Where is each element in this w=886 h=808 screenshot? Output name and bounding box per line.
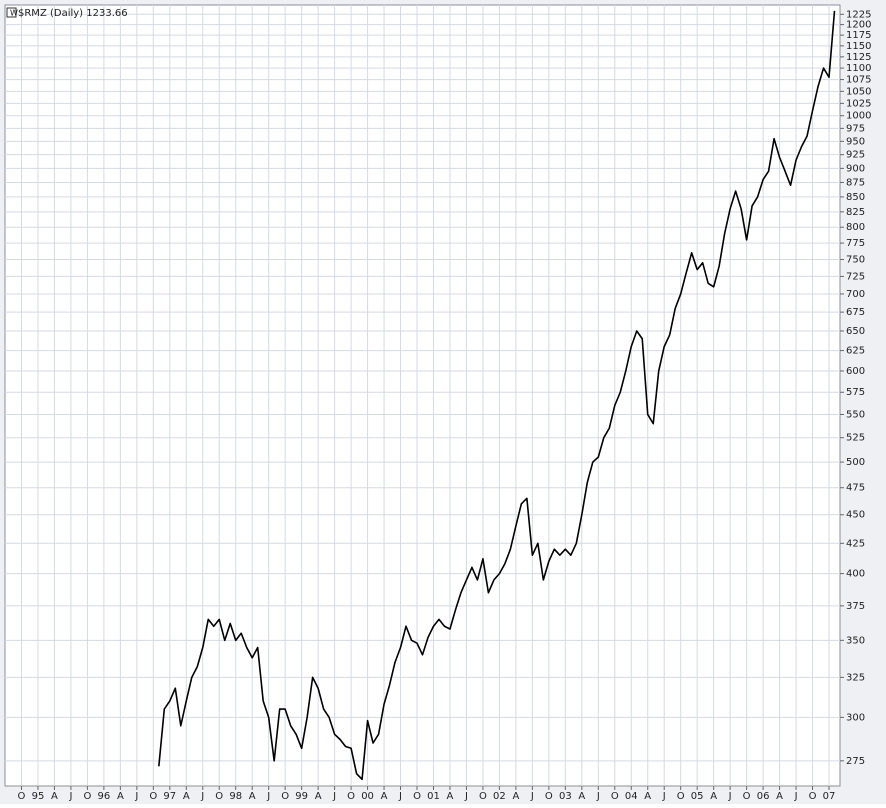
x-tick-label: 95 [32,791,45,802]
x-tick-label: O [215,791,223,802]
y-tick-label: 1175 [846,30,871,41]
y-tick-label: 575 [846,387,865,398]
y-tick-label: 525 [846,433,865,444]
grid [5,5,840,786]
y-tick-label: 1200 [846,20,871,31]
x-tick-label: 04 [625,791,638,802]
y-tick-label: 375 [846,601,865,612]
x-tick-label: 05 [691,791,704,802]
y-tick-label: 400 [846,569,865,580]
x-tick-label: A [249,791,256,802]
y-tick-label: 450 [846,510,865,521]
x-tick-label: J [332,791,336,802]
series [158,10,836,781]
x-tick-label: 06 [757,791,770,802]
x-tick-label: A [117,791,124,802]
y-tick-label: 1075 [846,75,871,86]
x-tick-label: 96 [98,791,111,802]
y-tick-label: 325 [846,672,865,683]
x-tick-label: J [728,791,732,802]
x-tick-label: A [776,791,783,802]
x-tick-label: J [530,791,534,802]
y-tick-label: 425 [846,538,865,549]
y-tick-label: 1150 [846,41,871,52]
x-tick-label: J [68,791,72,802]
y-tick-label: 475 [846,483,865,494]
x-tick-label: O [743,791,751,802]
x-tick-label: 07 [823,791,836,802]
y-tick-label: 700 [846,289,865,300]
x-tick-label: J [662,791,666,802]
y-tick-label: 1050 [846,86,871,97]
x-tick-label: J [794,791,798,802]
x-tick-label: A [578,791,585,802]
x-tick-label: A [710,791,717,802]
y-tick-label: 850 [846,192,865,203]
y-tick-label: 1100 [846,63,871,74]
x-tick-label: O [545,791,553,802]
x-tick-label: A [512,791,519,802]
x-tick-label: 99 [295,791,308,802]
y-tick-label: 600 [846,366,865,377]
chart-title: $RMZ (Daily) 1233.66 [18,8,128,19]
x-tick-label: 02 [493,791,506,802]
x-tick-label: J [596,791,600,802]
x-tick-label: A [381,791,388,802]
price-line [158,10,836,781]
y-tick-label: 275 [846,756,865,767]
x-tick-label: J [464,791,468,802]
x-tick-label: O [413,791,421,802]
y-tick-label: 350 [846,635,865,646]
y-tick-label: 975 [846,123,865,134]
y-tick-label: 650 [846,326,865,337]
y-tick-label: 950 [846,136,865,147]
x-tick-label: 03 [559,791,572,802]
y-tick-label: 800 [846,222,865,233]
x-tick-label: A [315,791,322,802]
x-tick-label: O [149,791,157,802]
x-tick-label: O [18,791,26,802]
x-tick-label: O [83,791,91,802]
y-tick-label: 1225 [846,9,871,20]
y-tick-label: 675 [846,307,865,318]
chart-icon [6,7,17,18]
x-tick-label: 97 [163,791,176,802]
x-tick-label: O [281,791,289,802]
y-tick-label: 625 [846,346,865,357]
x-tick-label: O [479,791,487,802]
x-tick-label: 98 [229,791,242,802]
y-tick-label: 925 [846,150,865,161]
x-tick-label: A [51,791,58,802]
x-tick-label: O [347,791,355,802]
x-tick-label: J [398,791,402,802]
x-tick-label: J [134,791,138,802]
x-tick-label: A [644,791,651,802]
y-tick-label: 900 [846,163,865,174]
x-tick-label: 00 [361,791,374,802]
y-tick-label: 825 [846,207,865,218]
chart-icon-mark: W [10,9,18,18]
x-tick-label: A [447,791,454,802]
plot-area [4,4,841,787]
y-tick-label: 1000 [846,111,871,122]
y-tick-label: 725 [846,271,865,282]
x-tick-label: O [809,791,817,802]
x-tick-label: 01 [427,791,440,802]
x-tick-label: O [677,791,685,802]
x-tick-label: J [266,791,270,802]
x-tick-label: J [200,791,204,802]
y-tick-label: 775 [846,238,865,249]
y-tick-label: 875 [846,177,865,188]
y-tick-label: 750 [846,254,865,265]
x-tick-label: O [611,791,619,802]
y-tick-label: 500 [846,457,865,468]
x-tick-label: A [183,791,190,802]
y-tick-label: 1025 [846,98,871,109]
y-tick-label: 1125 [846,52,871,63]
y-tick-label: 550 [846,409,865,420]
y-tick-label: 300 [846,712,865,723]
